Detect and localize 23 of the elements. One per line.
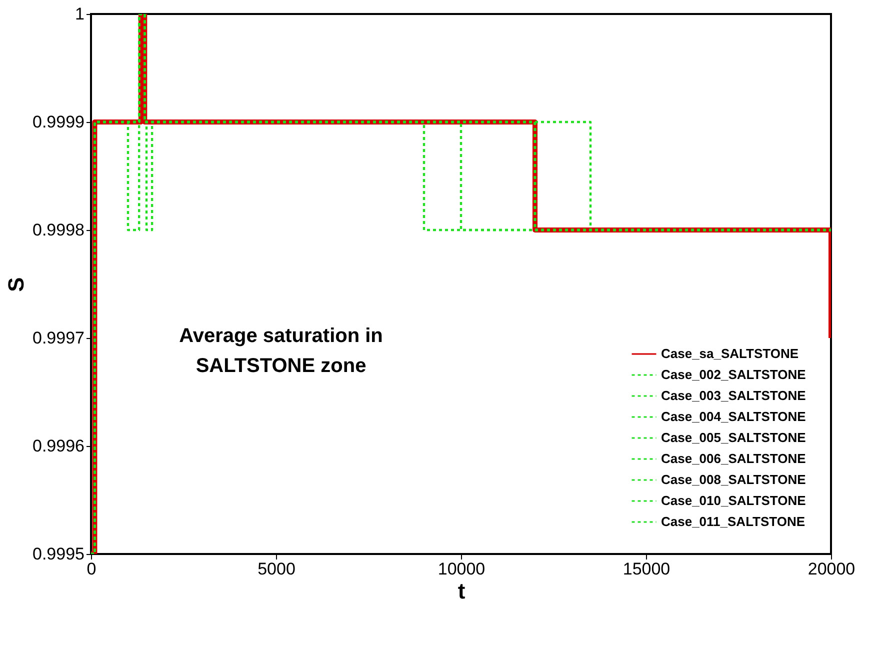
legend-label: Case_sa_SALTSTONE [661, 346, 799, 361]
x-axis-title: t [458, 578, 466, 604]
y-tick-label: 0.9996 [32, 436, 84, 456]
legend-label: Case_005_SALTSTONE [661, 430, 806, 445]
y-tick-label: 0.9995 [32, 544, 84, 564]
y-tick-label: 0.9999 [32, 112, 84, 132]
legend-label: Case_004_SALTSTONE [661, 409, 806, 424]
legend-label: Case_003_SALTSTONE [661, 388, 806, 403]
x-tick-label: 0 [86, 560, 96, 578]
x-tick-label: 10000 [438, 560, 486, 578]
x-tick-label: 5000 [258, 560, 296, 578]
x-tick-label: 15000 [622, 560, 670, 578]
legend-label: Case_006_SALTSTONE [661, 451, 806, 466]
y-tick-label: 1 [75, 4, 84, 24]
legend-label: Case_008_SALTSTONE [661, 472, 806, 487]
legend-label: Case_002_SALTSTONE [661, 367, 806, 382]
y-tick-label: 0.9997 [32, 328, 84, 348]
y-axis-title: S [4, 277, 29, 292]
legend-label: Case_010_SALTSTONE [661, 493, 806, 508]
y-tick-label: 0.9998 [32, 220, 84, 240]
annotation: Average saturation in SALTSTONE zone [179, 325, 383, 377]
legend-label: Case_011_SALTSTONE [661, 514, 806, 529]
x-tick-label: 20000 [808, 560, 856, 578]
